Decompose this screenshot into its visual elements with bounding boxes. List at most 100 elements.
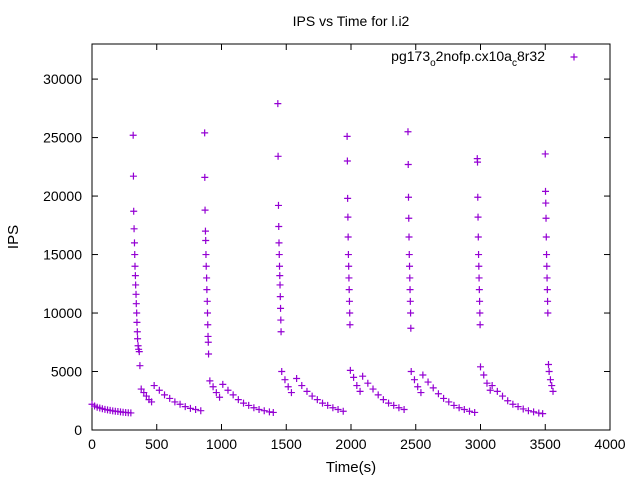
data-point bbox=[465, 407, 473, 415]
data-point bbox=[161, 391, 169, 399]
data-point bbox=[406, 297, 414, 305]
data-point bbox=[277, 316, 285, 324]
x-tick-label: 3500 bbox=[530, 436, 561, 452]
data-point bbox=[460, 406, 468, 414]
y-tick-label: 10000 bbox=[43, 305, 82, 321]
data-point bbox=[276, 262, 284, 270]
y-tick-label: 15000 bbox=[43, 247, 82, 263]
data-point bbox=[476, 309, 484, 317]
data-point bbox=[543, 251, 551, 259]
data-point bbox=[240, 399, 248, 407]
data-point bbox=[276, 281, 284, 289]
data-point bbox=[334, 406, 342, 414]
data-point bbox=[344, 194, 352, 202]
data-point bbox=[234, 396, 242, 404]
data-point bbox=[486, 386, 494, 394]
data-point bbox=[543, 286, 551, 294]
data-point bbox=[541, 150, 549, 158]
data-point bbox=[250, 404, 258, 412]
data-point bbox=[133, 309, 141, 317]
data-point bbox=[212, 389, 220, 397]
data-point bbox=[450, 401, 458, 409]
data-point bbox=[130, 225, 138, 233]
data-point bbox=[530, 408, 538, 416]
data-point bbox=[475, 251, 483, 259]
x-axis-label: Time(s) bbox=[326, 459, 376, 476]
data-point bbox=[539, 410, 547, 418]
data-point bbox=[204, 332, 212, 340]
legend-marker-point bbox=[570, 53, 578, 61]
data-point bbox=[548, 382, 556, 390]
data-point bbox=[345, 297, 353, 305]
data-point bbox=[343, 132, 351, 140]
data-point bbox=[483, 379, 491, 387]
data-point bbox=[356, 387, 364, 395]
data-point bbox=[202, 262, 210, 270]
data-point bbox=[204, 321, 212, 329]
data-point bbox=[346, 321, 354, 329]
data-point bbox=[488, 382, 496, 390]
y-tick-label: 0 bbox=[74, 422, 82, 438]
data-point bbox=[209, 383, 217, 391]
data-point bbox=[345, 274, 353, 282]
legend-name-sub1: o bbox=[430, 58, 436, 69]
data-point bbox=[445, 398, 453, 406]
data-point bbox=[480, 371, 488, 379]
data-point bbox=[504, 397, 512, 405]
y-axis-label: IPS bbox=[5, 225, 22, 249]
data-point bbox=[407, 309, 415, 317]
legend-series-label: pg173o2nofp.cx10ac8r32 bbox=[391, 48, 545, 69]
data-point bbox=[542, 187, 550, 195]
data-point bbox=[509, 400, 517, 408]
y-tick-label: 20000 bbox=[43, 188, 82, 204]
data-point bbox=[186, 404, 194, 412]
data-point bbox=[344, 233, 352, 241]
data-point bbox=[313, 396, 321, 404]
data-point bbox=[319, 399, 327, 407]
data-point bbox=[339, 407, 347, 415]
data-point bbox=[350, 373, 358, 381]
data-point bbox=[132, 290, 140, 298]
legend-name-end: 8r32 bbox=[517, 48, 545, 64]
data-point bbox=[476, 297, 484, 305]
data-point bbox=[203, 297, 211, 305]
data-point bbox=[549, 387, 557, 395]
data-point bbox=[204, 309, 212, 317]
data-point bbox=[405, 233, 413, 241]
data-point bbox=[202, 237, 210, 245]
data-point bbox=[132, 281, 140, 289]
data-point bbox=[130, 207, 138, 215]
data-point bbox=[197, 407, 205, 415]
legend-name-mid: 2nofp.cx10a bbox=[436, 48, 512, 64]
data-point bbox=[407, 368, 415, 376]
data-point bbox=[359, 372, 367, 380]
data-point bbox=[546, 376, 554, 384]
data-point bbox=[390, 401, 398, 409]
data-point bbox=[201, 129, 209, 137]
data-point bbox=[499, 392, 507, 400]
data-point bbox=[471, 408, 479, 416]
data-point bbox=[205, 350, 213, 358]
data-point bbox=[131, 272, 139, 280]
x-tick-label: 1000 bbox=[206, 436, 237, 452]
data-point bbox=[524, 407, 532, 415]
y-tick-label: 5000 bbox=[51, 364, 82, 380]
data-point bbox=[345, 262, 353, 270]
data-point bbox=[405, 251, 413, 259]
legend-marker-plus bbox=[570, 53, 578, 61]
data-point bbox=[379, 396, 387, 404]
data-point bbox=[308, 392, 316, 400]
data-point bbox=[369, 385, 377, 393]
data-point bbox=[353, 382, 361, 390]
data-point bbox=[181, 403, 189, 411]
data-point bbox=[455, 404, 463, 412]
data-point bbox=[493, 387, 501, 395]
data-point bbox=[343, 157, 351, 165]
data-point bbox=[417, 389, 425, 397]
data-point bbox=[544, 309, 552, 317]
data-point bbox=[127, 409, 135, 417]
data-point bbox=[201, 227, 209, 235]
data-point bbox=[275, 251, 283, 259]
data-point bbox=[406, 262, 414, 270]
data-point bbox=[475, 286, 483, 294]
